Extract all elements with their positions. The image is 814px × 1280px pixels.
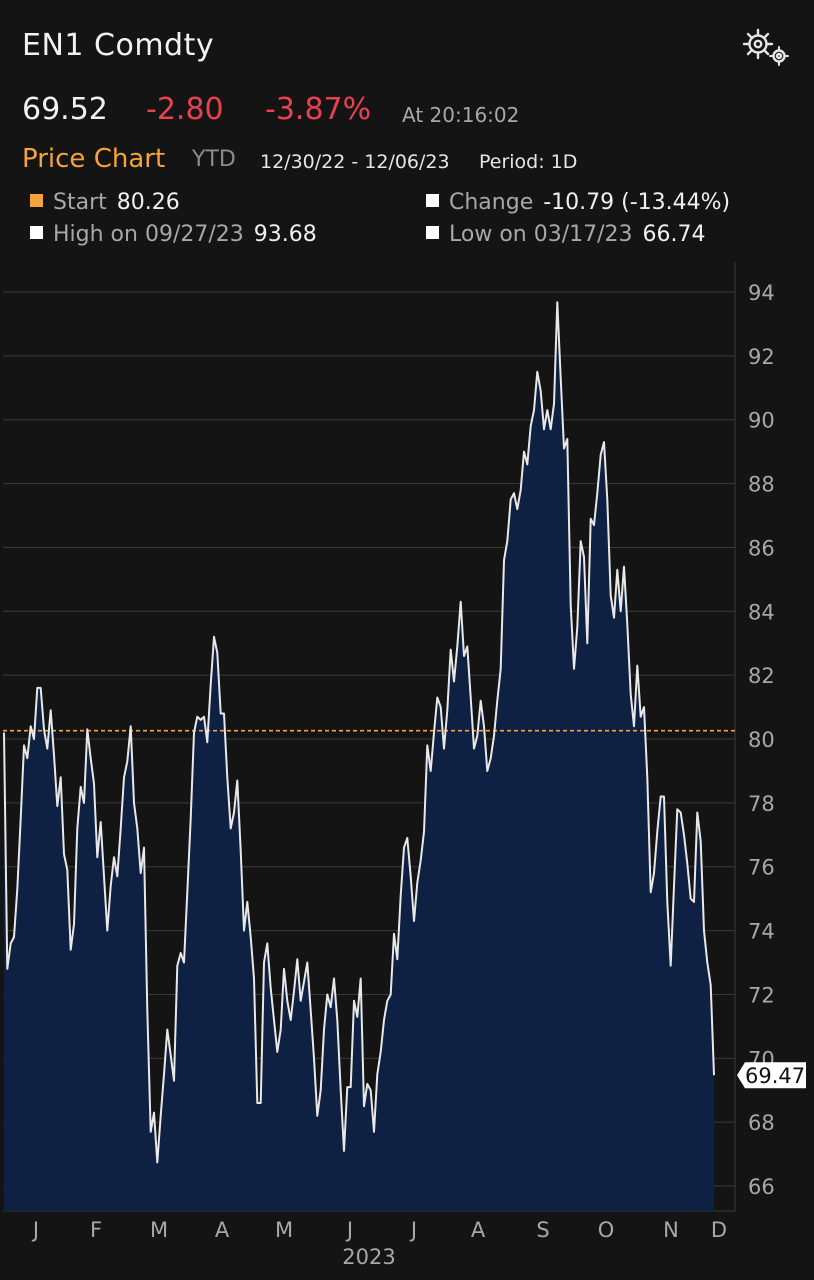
stat-change-label: Change <box>449 190 534 215</box>
y-tick-label: 68 <box>748 1111 775 1135</box>
y-tick-label: 72 <box>748 983 775 1007</box>
stat-high-label: High on 09/27/23 <box>53 222 244 247</box>
y-tick-label: 90 <box>748 409 775 433</box>
y-tick-label: 88 <box>748 473 775 497</box>
month-label: D <box>711 1218 727 1242</box>
y-tick-label: 84 <box>748 600 775 624</box>
last-value-tag <box>737 1062 806 1089</box>
month-label: M <box>275 1218 293 1242</box>
month-label: J <box>31 1218 39 1242</box>
y-tick-label: 94 <box>748 281 775 305</box>
chart-label: Price Chart <box>22 144 166 174</box>
y-tick-label: 80 <box>748 728 775 752</box>
start-legend-marker <box>30 194 43 207</box>
month-label: N <box>663 1218 679 1242</box>
stat-start-label: Start <box>53 190 107 215</box>
stat-change: Change -10.79 (-13.44%) <box>426 190 730 215</box>
stat-start-value: 80.26 <box>116 190 180 215</box>
stat-high-value: 93.68 <box>253 222 317 247</box>
price-line <box>3 301 715 1164</box>
month-label: S <box>536 1218 549 1242</box>
month-label: A <box>215 1218 230 1242</box>
month-label: F <box>90 1218 102 1242</box>
y-tick-label: 82 <box>748 664 775 688</box>
month-label: O <box>598 1218 615 1242</box>
stat-high: High on 09/27/23 93.68 <box>30 222 317 247</box>
stat-low: Low on 03/17/23 66.74 <box>426 222 706 247</box>
stat-low-value: 66.74 <box>642 222 706 247</box>
y-tick-label: 92 <box>748 345 775 369</box>
stat-change-value: -10.79 (-13.44%) <box>543 190 731 215</box>
last-price: 69.52 <box>22 92 108 127</box>
timeframe-selector[interactable]: YTD <box>192 147 236 172</box>
high-legend-marker <box>30 226 43 239</box>
year-label: 2023 <box>342 1245 395 1269</box>
percent-change: -3.87% <box>265 92 372 127</box>
y-tick-label: 66 <box>748 1175 775 1199</box>
stat-start: Start 80.26 <box>30 190 180 215</box>
last-value-label: 69.47 <box>745 1064 805 1088</box>
month-label: J <box>409 1218 417 1242</box>
y-tick-label: 86 <box>748 536 775 560</box>
y-tick-label: 74 <box>748 920 775 944</box>
price-area <box>4 302 714 1211</box>
gear-icon[interactable] <box>738 24 794 70</box>
month-label: M <box>150 1218 168 1242</box>
net-change: -2.80 <box>146 92 224 127</box>
change-legend-marker <box>426 194 439 207</box>
stat-low-label: Low on 03/17/23 <box>449 222 633 247</box>
date-range: 12/30/22 - 12/06/23 <box>260 151 450 173</box>
security-title: EN1 Comdty <box>22 28 215 63</box>
low-legend-marker <box>426 226 439 239</box>
period-selector[interactable]: Period: 1D <box>479 151 578 173</box>
y-tick-label: 76 <box>748 856 775 880</box>
month-label: A <box>471 1218 486 1242</box>
quote-time: At 20:16:02 <box>402 103 520 127</box>
month-label: J <box>345 1218 353 1242</box>
y-tick-label: 78 <box>748 792 775 816</box>
